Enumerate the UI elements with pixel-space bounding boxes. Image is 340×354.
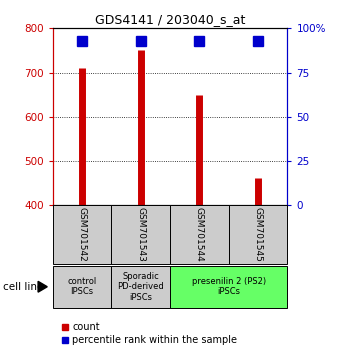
Text: cell line: cell line [3,282,44,292]
Legend: count, percentile rank within the sample: count, percentile rank within the sample [57,319,241,349]
Bar [170,266,287,308]
Title: GDS4141 / 203040_s_at: GDS4141 / 203040_s_at [95,13,245,26]
Text: GSM701542: GSM701542 [78,207,86,262]
Text: GSM701545: GSM701545 [254,207,262,262]
Text: GSM701543: GSM701543 [136,207,145,262]
Text: presenilin 2 (PS2)
iPSCs: presenilin 2 (PS2) iPSCs [191,277,266,296]
Text: GSM701544: GSM701544 [195,207,204,262]
Bar [53,205,112,264]
Bar [53,266,112,308]
Bar [112,266,170,308]
Polygon shape [38,281,47,292]
Bar [170,205,228,264]
Bar [228,205,287,264]
Text: control
IPSCs: control IPSCs [67,277,97,296]
Bar [112,205,170,264]
Text: Sporadic
PD-derived
iPSCs: Sporadic PD-derived iPSCs [117,272,164,302]
